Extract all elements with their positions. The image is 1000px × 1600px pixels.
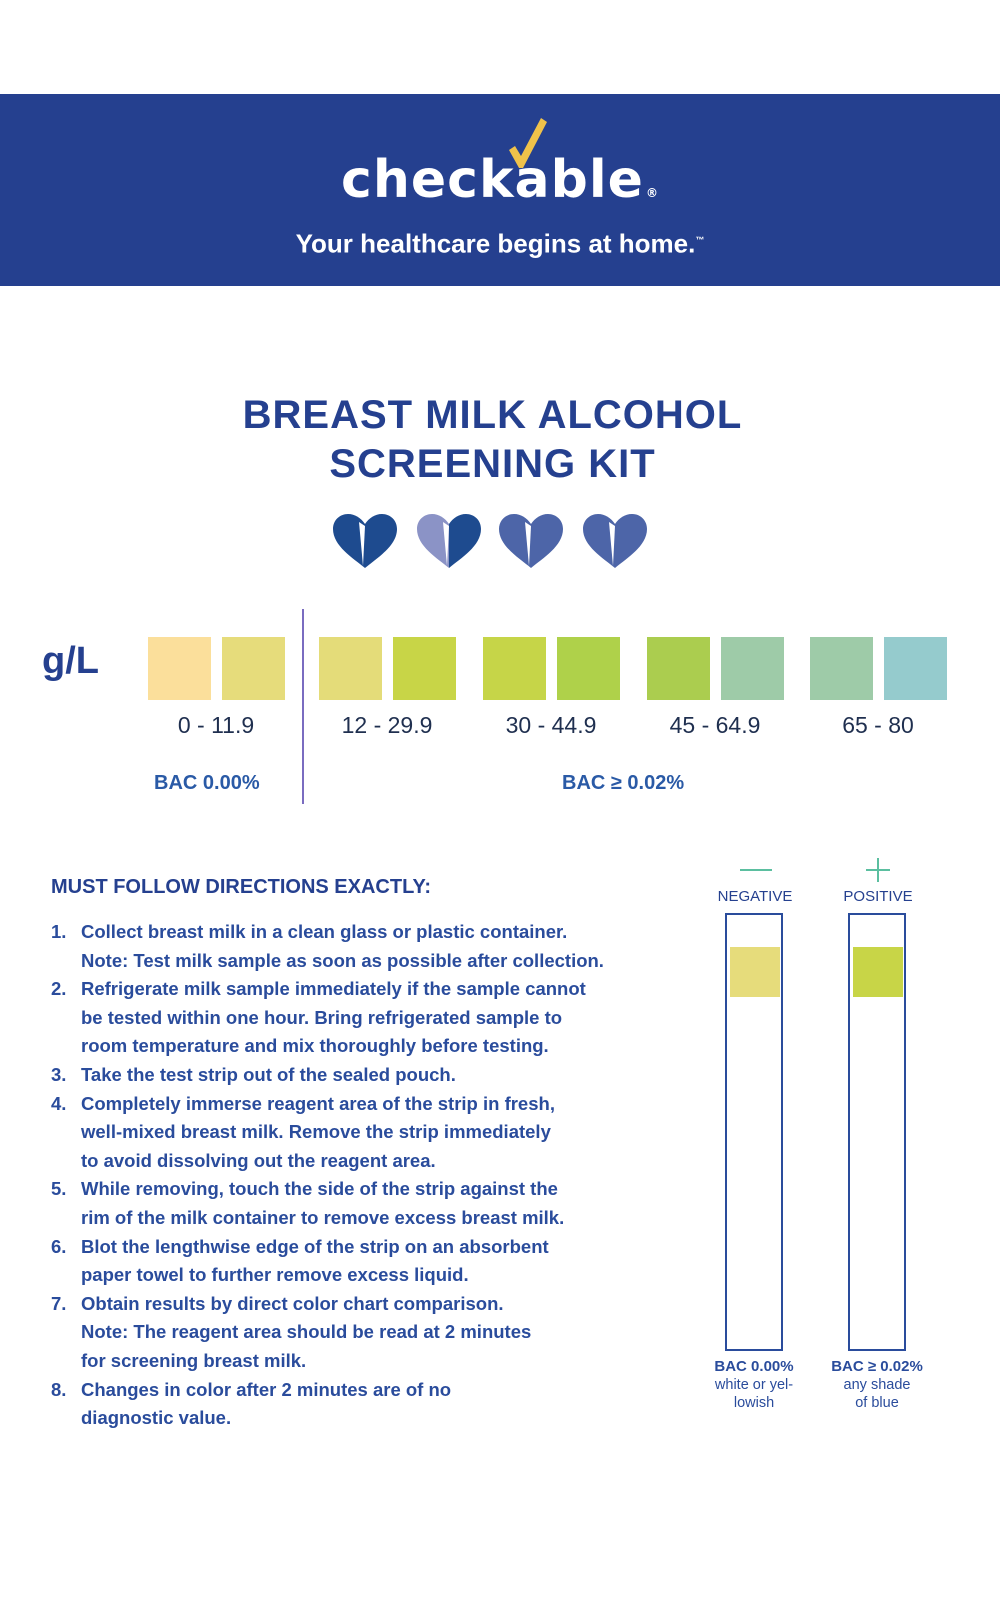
range-label: 12 - 29.9 bbox=[341, 712, 433, 738]
positive-test-strip bbox=[848, 913, 906, 1351]
step-text: Note: The reagent area should be read at… bbox=[81, 1321, 532, 1343]
negative-reagent-pad bbox=[730, 947, 780, 997]
negative-desc-1: white or yel- bbox=[714, 1377, 794, 1393]
step-text: diagnostic value. bbox=[81, 1407, 232, 1429]
directions-list: 1. Collect breast milk in a clean glass o… bbox=[51, 918, 691, 1433]
negative-test-strip bbox=[725, 913, 783, 1351]
plus-icon bbox=[866, 858, 890, 887]
range-label: 45 - 64.9 bbox=[669, 712, 761, 738]
color-swatch bbox=[393, 637, 456, 700]
negative-caption: BAC 0.00% white or yel- lowish bbox=[694, 1358, 814, 1412]
step-text: Changes in color after 2 minutes are of … bbox=[81, 1378, 452, 1400]
positive-label: POSITIVE bbox=[843, 888, 913, 905]
step-text: paper towel to further remove excess liq… bbox=[81, 1264, 469, 1286]
step-text: Completely immerse reagent area of the s… bbox=[81, 1092, 555, 1114]
step-text: Obtain results by direct color chart com… bbox=[81, 1292, 504, 1314]
range-label: 0 - 11.9 bbox=[177, 712, 255, 738]
direction-step: 4. Completely immerse reagent area of the… bbox=[51, 1090, 691, 1176]
step-number: 8. bbox=[51, 1378, 67, 1400]
direction-step: 8. Changes in color after 2 minutes are o… bbox=[51, 1376, 691, 1433]
positive-desc-2: of blue bbox=[855, 1395, 899, 1411]
color-swatch bbox=[483, 637, 546, 700]
color-swatch bbox=[721, 637, 784, 700]
color-swatch bbox=[810, 637, 873, 700]
title-line-2: SCREENING KIT bbox=[329, 442, 656, 486]
page-title: BREAST MILK ALCOHOL SCREENING KIT bbox=[0, 391, 985, 489]
color-swatch bbox=[647, 637, 710, 700]
step-number: 6. bbox=[51, 1235, 67, 1257]
step-text: room temperature and mix thoroughly befo… bbox=[81, 1035, 549, 1057]
color-swatch bbox=[222, 637, 285, 700]
registered-mark: ® bbox=[645, 186, 659, 200]
direction-step: 5. While removing, touch the side of the … bbox=[51, 1175, 691, 1232]
step-number: 5. bbox=[51, 1178, 67, 1200]
color-swatch bbox=[148, 637, 211, 700]
title-line-1: BREAST MILK ALCOHOL bbox=[242, 393, 743, 437]
minus-icon bbox=[740, 860, 772, 878]
step-text: While removing, touch the side of the st… bbox=[81, 1178, 558, 1200]
heart-icon bbox=[417, 514, 481, 568]
color-swatch bbox=[557, 637, 620, 700]
step-text: for screening breast milk. bbox=[81, 1349, 307, 1371]
step-number: 1. bbox=[51, 921, 67, 942]
direction-step: 6. Blot the lengthwise edge of the strip … bbox=[51, 1233, 691, 1290]
color-swatch bbox=[319, 637, 382, 700]
heart-icon bbox=[583, 514, 647, 568]
step-number: 4. bbox=[51, 1092, 67, 1114]
chart-divider bbox=[302, 609, 304, 804]
tagline-text: Your healthcare begins at home. bbox=[295, 228, 696, 259]
brand-name: checkable bbox=[341, 150, 644, 210]
bac-positive-label: BAC ≥ 0.02% bbox=[562, 772, 685, 794]
heart-icon bbox=[499, 514, 563, 568]
negative-bac: BAC 0.00% bbox=[714, 1358, 794, 1375]
step-number: 2. bbox=[51, 978, 67, 1000]
bac-negative-label: BAC 0.00% bbox=[154, 772, 260, 794]
positive-reagent-pad bbox=[853, 947, 903, 997]
range-label: 30 - 44.9 bbox=[505, 712, 597, 738]
negative-label: NEGATIVE bbox=[717, 888, 793, 905]
step-text: to avoid dissolving out the reagent area… bbox=[81, 1149, 436, 1171]
positive-bac: BAC ≥ 0.02% bbox=[831, 1358, 923, 1375]
positive-desc-1: any shade bbox=[843, 1377, 911, 1393]
step-number: 3. bbox=[51, 1063, 67, 1085]
direction-step: 3. Take the test strip out of the sealed … bbox=[51, 1061, 691, 1090]
heart-icon bbox=[333, 514, 397, 568]
step-text: well-mixed breast milk. Remove the strip… bbox=[81, 1121, 551, 1143]
step-number: 7. bbox=[51, 1292, 67, 1314]
step-text: rim of the milk container to remove exce… bbox=[81, 1206, 565, 1228]
trademark: ™ bbox=[695, 235, 705, 245]
direction-step: 1. Collect breast milk in a clean glass o… bbox=[51, 918, 691, 975]
directions-heading: MUST FOLLOW DIRECTIONS EXACTLY: bbox=[51, 876, 431, 898]
checkmark-logo-icon bbox=[509, 118, 547, 168]
range-label: 65 - 80 bbox=[842, 712, 914, 738]
positive-caption: BAC ≥ 0.02% any shade of blue bbox=[817, 1358, 937, 1412]
step-text: Collect breast milk in a clean glass or … bbox=[81, 921, 568, 942]
negative-desc-2: lowish bbox=[733, 1395, 775, 1411]
step-text: Blot the lengthwise edge of the strip on… bbox=[81, 1235, 549, 1257]
step-text: Note: Test milk sample as soon as possib… bbox=[81, 949, 604, 971]
brand-tagline: Your healthcare begins at home.™ bbox=[0, 224, 1000, 260]
direction-step: 7. Obtain results by direct color chart c… bbox=[51, 1290, 691, 1376]
step-text: be tested within one hour. Bring refrige… bbox=[81, 1006, 563, 1028]
step-text: Take the test strip out of the sealed po… bbox=[81, 1063, 456, 1085]
brand-logo: checkable ® bbox=[0, 150, 1000, 223]
step-text: Refrigerate milk sample immediately if t… bbox=[81, 978, 586, 1000]
color-swatch bbox=[884, 637, 947, 700]
header-banner bbox=[0, 94, 1000, 286]
unit-label: g/L bbox=[42, 640, 99, 682]
direction-step: 2. Refrigerate milk sample immediately if… bbox=[51, 975, 691, 1061]
hearts-row bbox=[333, 514, 647, 568]
